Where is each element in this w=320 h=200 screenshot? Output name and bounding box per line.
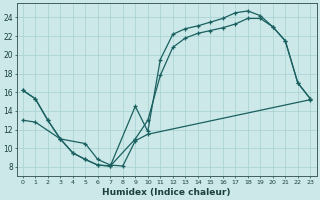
X-axis label: Humidex (Indice chaleur): Humidex (Indice chaleur) — [102, 188, 231, 197]
